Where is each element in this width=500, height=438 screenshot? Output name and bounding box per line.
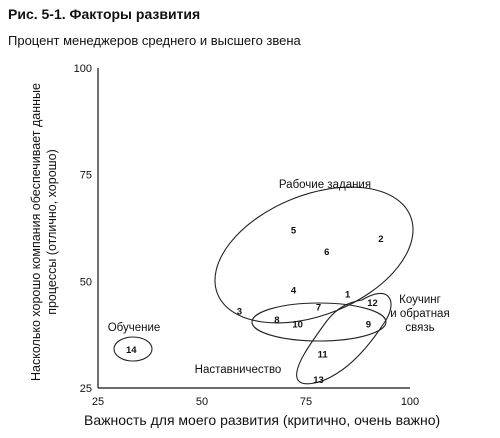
group-outline-training	[113, 336, 153, 362]
y-tick-label: 50	[80, 276, 92, 288]
data-point-9: 9	[366, 320, 371, 331]
data-point-14: 14	[126, 345, 137, 356]
group-label-mentoring: Наставничество	[195, 364, 282, 376]
group-outline-coaching	[251, 302, 387, 342]
data-point-3: 3	[237, 307, 242, 318]
group-outline-mentoring	[296, 293, 392, 385]
data-point-10: 10	[292, 320, 303, 331]
x-tick-label: 25	[92, 396, 104, 408]
data-point-4: 4	[291, 285, 297, 296]
data-point-11: 11	[318, 349, 329, 360]
group-outlines	[113, 186, 414, 385]
data-point-7: 7	[316, 302, 321, 313]
y-tick-label: 25	[80, 383, 92, 395]
data-point-8: 8	[274, 315, 279, 326]
data-point-12: 12	[367, 298, 378, 309]
figure-subtitle: Процент менеджеров среднего и высшего зв…	[8, 33, 301, 48]
data-point-6: 6	[324, 247, 329, 258]
figure-title: Рис. 5-1. Факторы развития	[8, 6, 201, 22]
data-point-1: 1	[345, 290, 351, 301]
group-labels: Рабочие задания Коучинг и обратная связь Нас…	[108, 179, 450, 376]
x-axis-label: Важность для моего развития (критично, о…	[84, 412, 441, 428]
group-label-work-assignments: Рабочие задания	[279, 179, 371, 191]
y-tick-label: 75	[80, 170, 92, 182]
group-label-coaching: Коучинг и обратная связь	[390, 294, 449, 334]
x-tick-label: 100	[401, 396, 419, 408]
y-tick-label: 100	[74, 63, 92, 75]
data-point-13: 13	[313, 375, 324, 386]
data-point-5: 5	[291, 226, 297, 237]
data-point-2: 2	[378, 234, 383, 245]
x-tick-label: 75	[300, 396, 312, 408]
x-tick-label: 50	[196, 396, 208, 408]
group-label-training: Обучение	[108, 322, 161, 334]
